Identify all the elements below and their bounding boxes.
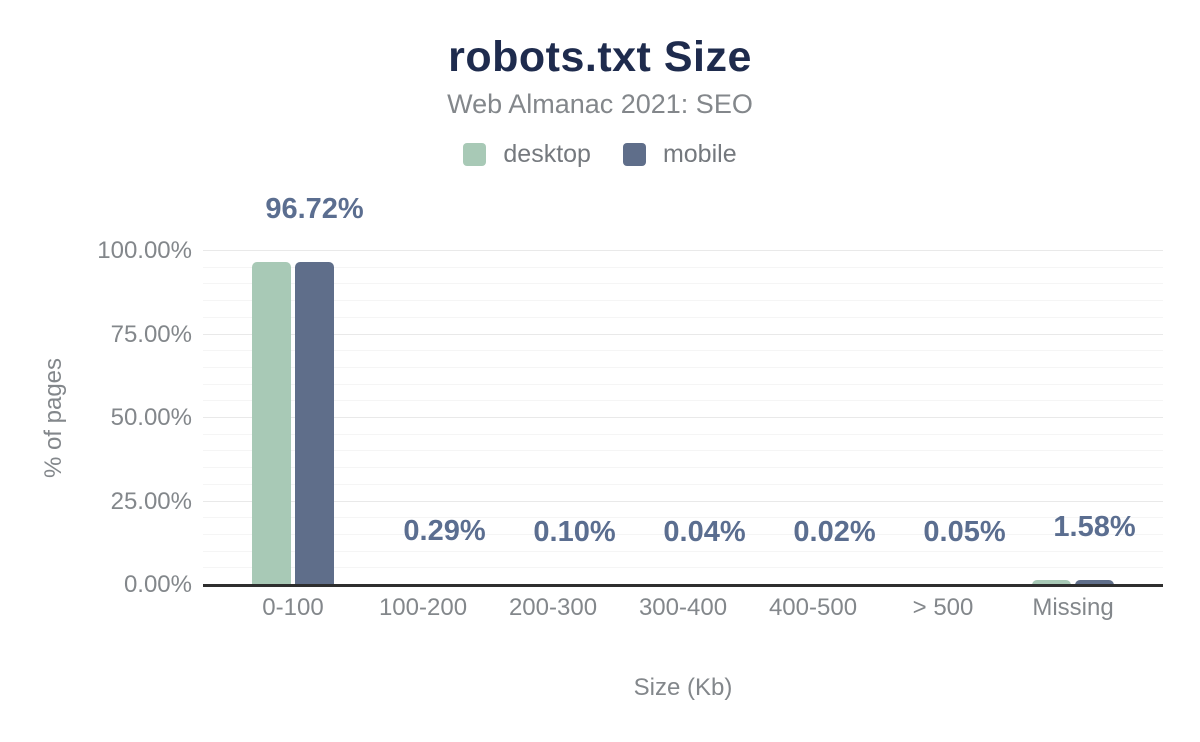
chart-legend: desktop mobile	[0, 140, 1200, 169]
bar-mobile-Missing	[1075, 579, 1114, 585]
y-tick-75.00%: 75.00%	[110, 320, 192, 348]
bar-mobile-0-100	[295, 261, 334, 585]
x-tick-200-300: 200-300	[508, 594, 598, 621]
minor-gridline	[203, 450, 1163, 452]
chart-title: robots.txt Size	[448, 33, 752, 81]
major-gridline	[203, 333, 1163, 335]
legend-swatch-desktop	[463, 143, 487, 166]
x-tick-Missing: Missing	[1032, 594, 1114, 621]
bar-groups	[203, 251, 1163, 585]
minor-gridline	[203, 350, 1163, 352]
minor-gridline	[203, 433, 1163, 435]
x-tick-400-500: 400-500	[768, 594, 858, 621]
y-tick-0.00%: 0.00%	[123, 571, 192, 598]
plot-area: 96.72% 0.29% 0.10% 0.04% 0.02% 0.05% 1.58%	[203, 193, 1163, 587]
minor-gridline	[203, 467, 1163, 469]
bar-group-Missing	[1008, 251, 1138, 585]
bar-annotation-200-300: 0.10%	[533, 515, 616, 548]
bar-annotation-Missing: 1.58%	[1053, 510, 1136, 543]
major-gridline	[203, 250, 1163, 251]
y-axis-title: % of pages	[40, 357, 67, 479]
legend-label-desktop: desktop	[503, 140, 591, 168]
minor-gridline	[203, 400, 1163, 402]
minor-gridline	[203, 550, 1163, 552]
bar-desktop-Missing	[1032, 579, 1071, 585]
minor-gridline	[203, 517, 1163, 519]
y-tick-50.00%: 50.00%	[110, 404, 192, 431]
bar-annotation-300-400: 0.04%	[663, 515, 746, 548]
bar-annotation-0-100: 96.72%	[265, 192, 364, 225]
legend-swatch-mobile	[622, 143, 646, 166]
bar-annotation-400-500: 0.02%	[793, 515, 876, 548]
minor-gridline	[203, 366, 1163, 368]
x-tick-300-400: 300-400	[638, 594, 728, 621]
major-gridline	[203, 417, 1163, 418]
bar-desktop-0-100	[252, 261, 291, 585]
minor-gridline	[203, 266, 1163, 268]
legend-item-mobile: mobile	[622, 140, 737, 169]
minor-gridline	[203, 567, 1163, 569]
legend-label-mobile: mobile	[662, 140, 737, 168]
y-tick-25.00%: 25.00%	[110, 487, 192, 515]
minor-gridline	[203, 533, 1163, 535]
minor-gridline	[203, 300, 1163, 302]
x-axis-title: Size (Kb)	[633, 674, 733, 701]
x-tick-0-100: 0-100	[262, 594, 324, 621]
x-axis-line	[203, 584, 1163, 587]
bar-group-0-100	[228, 251, 358, 585]
x-tick-> 500: > 500	[912, 594, 974, 621]
minor-gridline	[203, 316, 1163, 318]
chart-subtitle: Web Almanac 2021: SEO	[447, 89, 753, 119]
bar-annotation-> 500: 0.05%	[923, 515, 1006, 548]
x-tick-100-200: 100-200	[378, 594, 468, 621]
legend-item-desktop: desktop	[463, 140, 591, 169]
minor-gridline	[203, 283, 1163, 285]
minor-gridline	[203, 383, 1163, 385]
major-gridline	[203, 500, 1163, 502]
y-tick-100.00%: 100.00%	[97, 237, 192, 264]
minor-gridline	[203, 483, 1163, 485]
bar-annotation-100-200: 0.29%	[403, 515, 486, 548]
